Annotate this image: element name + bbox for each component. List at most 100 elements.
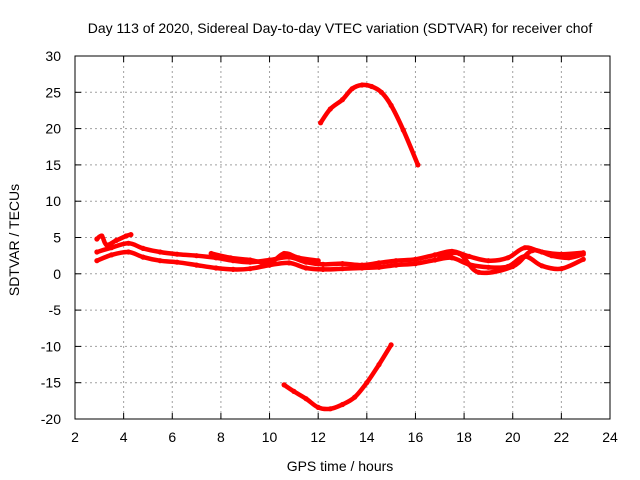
- data-point-band-lower: [412, 261, 419, 267]
- data-point-early-spike: [123, 233, 129, 239]
- data-point-band-mid: [549, 253, 555, 259]
- data-point-positive-arc: [318, 120, 324, 126]
- data-point-negative-arc: [388, 342, 394, 348]
- data-point-band-lower: [376, 264, 382, 270]
- data-point-band-upper: [393, 258, 399, 264]
- data-point-band-mid: [247, 257, 253, 263]
- data-point-band-upper: [108, 245, 115, 251]
- data-point-band-upper: [466, 253, 472, 259]
- data-point-band-lower: [286, 260, 292, 266]
- data-point-negative-arc: [364, 380, 370, 386]
- chart-title: Day 113 of 2020, Sidereal Day-to-day VTE…: [88, 20, 593, 36]
- x-tick-label: 14: [359, 429, 375, 445]
- data-point-negative-arc: [281, 382, 287, 388]
- data-point-band-upper: [125, 240, 132, 246]
- data-point-band-mid: [296, 255, 302, 261]
- grid-lines: [75, 56, 610, 419]
- data-point-band-upper: [412, 256, 419, 262]
- data-point-positive-arc: [339, 97, 346, 103]
- data-point-negative-arc: [291, 388, 297, 394]
- data-point-band-lower: [213, 265, 219, 271]
- data-point-band-lower: [539, 263, 545, 269]
- x-tick-label: 2: [71, 429, 79, 445]
- data-point-band-mid: [266, 260, 273, 266]
- data-point-band-lower: [125, 249, 132, 255]
- data-point-band-lower: [393, 262, 399, 268]
- data-point-band-upper: [140, 245, 146, 251]
- data-point-band-lower: [320, 266, 326, 272]
- data-point-band-lower: [580, 256, 586, 262]
- data-point-early-spike: [94, 236, 100, 242]
- data-point-band-upper: [432, 252, 438, 258]
- data-point-negative-arc: [327, 406, 333, 412]
- y-axis-label: SDTVAR / TECUs: [6, 184, 22, 296]
- data-point-band-upper: [505, 255, 511, 261]
- data-point-band-lower: [157, 258, 163, 264]
- y-tick-label: -5: [49, 302, 62, 318]
- data-point-band-lower: [558, 266, 565, 272]
- series-line-band-lower: [94, 249, 586, 272]
- data-point-band-upper: [320, 261, 326, 267]
- data-point-early-spike: [113, 237, 119, 243]
- data-point-band-mid: [281, 250, 287, 257]
- data-point-band-lower: [194, 262, 200, 268]
- data-point-band-lower: [432, 257, 438, 263]
- data-point-positive-arc: [400, 127, 406, 133]
- data-point-band-mid: [580, 251, 586, 257]
- x-tick-label: 16: [408, 429, 424, 445]
- data-point-band-mid: [456, 250, 462, 257]
- data-point-band-lower: [230, 266, 236, 272]
- data-point-negative-arc: [352, 394, 358, 400]
- data-point-band-mid: [476, 269, 482, 275]
- x-tick-label: 24: [602, 429, 618, 445]
- x-tick-label: 8: [217, 429, 225, 445]
- data-point-positive-arc: [369, 83, 375, 90]
- y-tick-label: 15: [45, 157, 61, 173]
- x-tick-label: 18: [456, 429, 472, 445]
- series-line-negative-arc: [281, 342, 394, 412]
- data-point-positive-arc: [327, 106, 333, 112]
- data-point-band-upper: [94, 249, 100, 255]
- data-point-band-mid: [228, 255, 234, 261]
- data-point-band-upper: [485, 258, 491, 264]
- x-tick-label: 6: [168, 429, 176, 445]
- x-tick-label: 4: [120, 429, 128, 445]
- y-tick-label: 25: [45, 84, 61, 100]
- data-point-band-mid: [529, 248, 535, 254]
- data-point-band-upper: [376, 260, 382, 266]
- series-line-positive-arc: [318, 82, 421, 168]
- data-point-band-upper: [174, 251, 180, 257]
- y-tick-label: 5: [53, 230, 61, 246]
- y-tick-label: 10: [45, 193, 61, 209]
- data-point-band-lower: [359, 265, 365, 271]
- data-point-band-upper: [157, 249, 163, 255]
- x-tick-label: 20: [505, 429, 521, 445]
- data-point-band-lower: [339, 266, 346, 272]
- data-point-positive-arc: [415, 162, 421, 168]
- data-point-band-lower: [449, 255, 455, 261]
- data-point-band-upper: [194, 253, 200, 259]
- data-point-band-lower: [303, 265, 309, 271]
- data-point-early-spike: [128, 232, 134, 238]
- data-point-positive-arc: [359, 82, 365, 88]
- data-point-band-upper: [339, 261, 346, 267]
- data-point-band-mid: [510, 263, 516, 270]
- x-axis-label: GPS time / hours: [287, 458, 394, 474]
- data-point-band-lower: [94, 258, 100, 264]
- data-point-positive-arc: [388, 102, 394, 108]
- data-point-positive-arc: [378, 89, 384, 95]
- y-tick-label: -10: [41, 338, 61, 354]
- series-line-band-upper: [94, 241, 586, 268]
- data-point-band-lower: [247, 266, 253, 272]
- data-series: [94, 82, 586, 412]
- x-tick-label: 22: [554, 429, 570, 445]
- data-point-band-mid: [437, 254, 443, 260]
- data-point-band-upper: [522, 245, 528, 251]
- y-tick-label: 20: [45, 121, 61, 137]
- data-point-early-spike: [99, 233, 105, 239]
- y-tick-label: -15: [41, 375, 61, 391]
- data-point-band-mid: [566, 255, 572, 261]
- data-point-band-mid: [315, 258, 321, 264]
